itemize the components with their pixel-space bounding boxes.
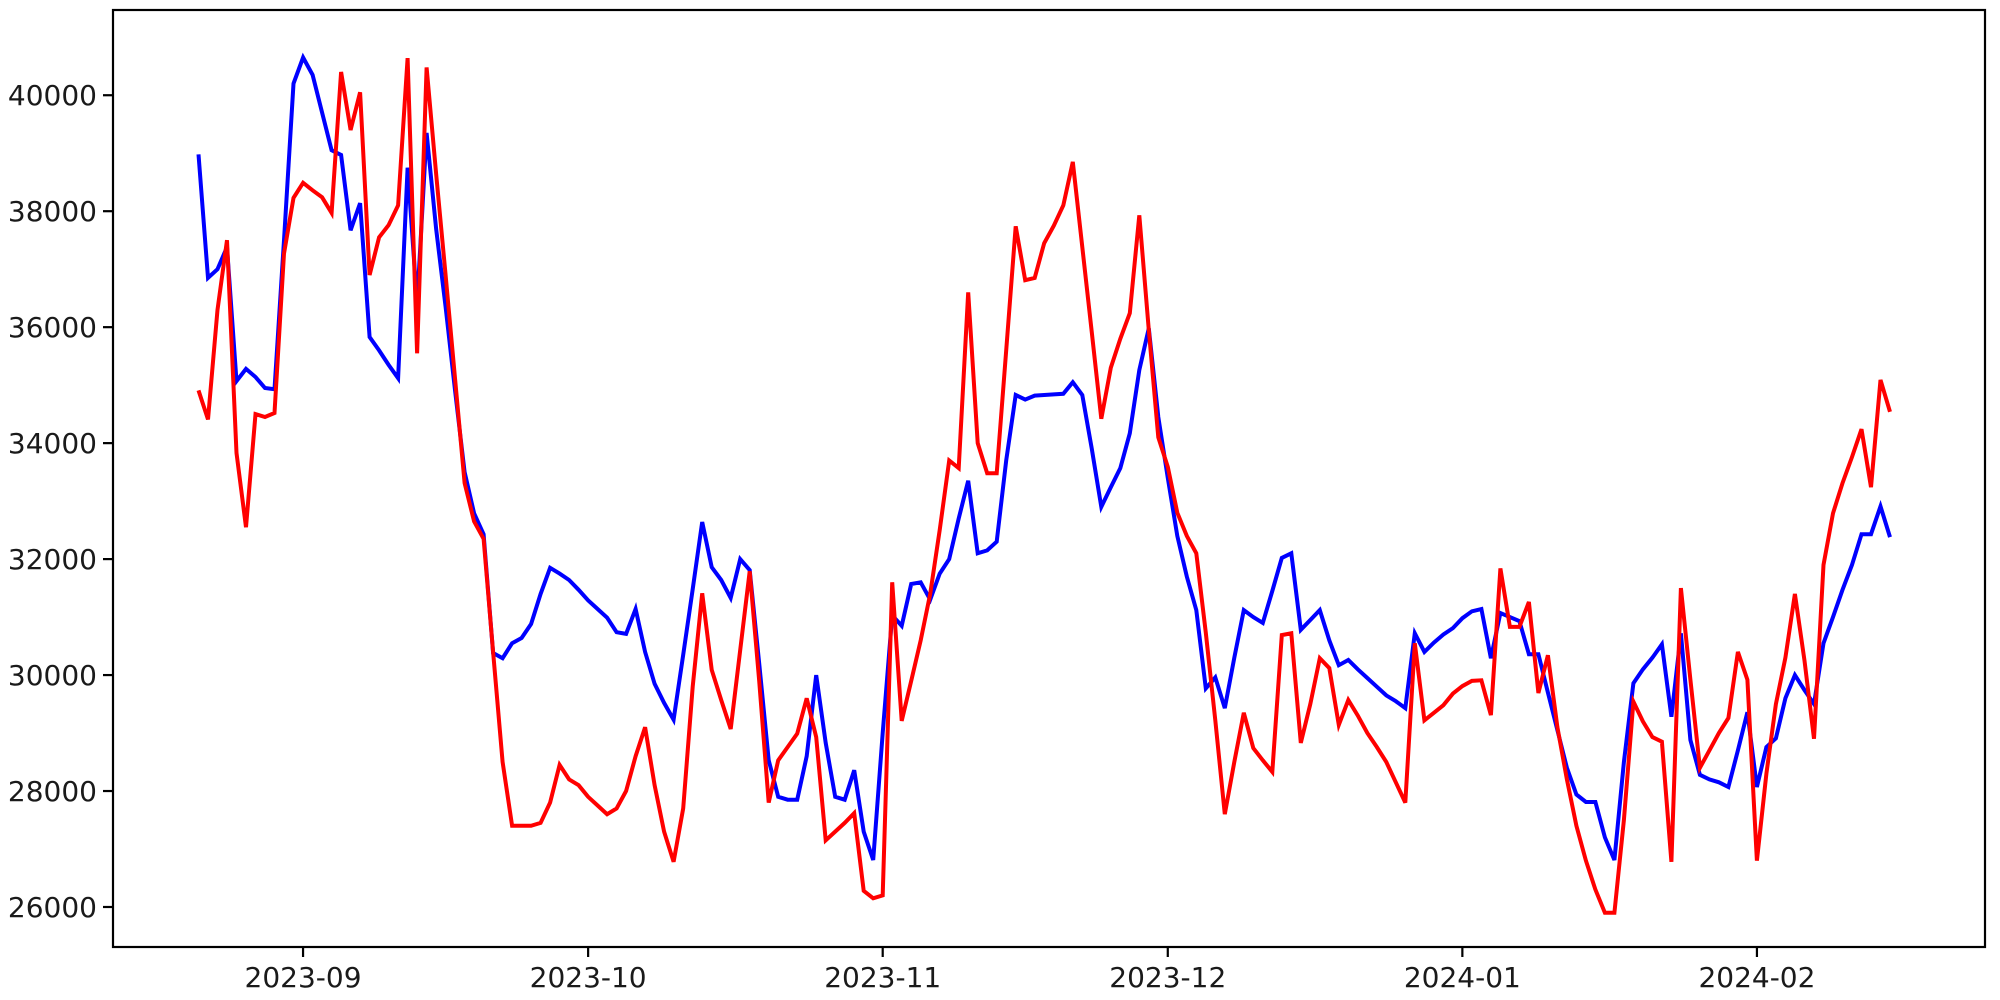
y-axis-tick-label: 32000 bbox=[8, 543, 97, 576]
y-axis-tick-label: 40000 bbox=[8, 79, 97, 112]
plot-area-border bbox=[111, 8, 1987, 949]
x-axis-tick-label: 2023-10 bbox=[530, 961, 647, 994]
x-axis-tick-label: 2023-12 bbox=[1109, 961, 1226, 994]
y-axis-tick-label: 28000 bbox=[8, 775, 97, 808]
y-axis-tick-label: 38000 bbox=[8, 195, 97, 228]
y-axis-tick-label: 34000 bbox=[8, 427, 97, 460]
y-axis-tick-label: 36000 bbox=[8, 311, 97, 344]
y-axis-tick-label: 30000 bbox=[8, 659, 97, 692]
y-axis-tick-label: 26000 bbox=[8, 891, 97, 924]
blue-series-line bbox=[196, 52, 1892, 861]
x-axis-tick-label: 2024-01 bbox=[1404, 961, 1521, 994]
red-series-line bbox=[196, 57, 1892, 915]
x-axis-tick-label: 2024-02 bbox=[1698, 961, 1815, 994]
x-axis-tick-label: 2023-09 bbox=[245, 961, 362, 994]
x-axis-tick-label: 2023-11 bbox=[824, 961, 941, 994]
